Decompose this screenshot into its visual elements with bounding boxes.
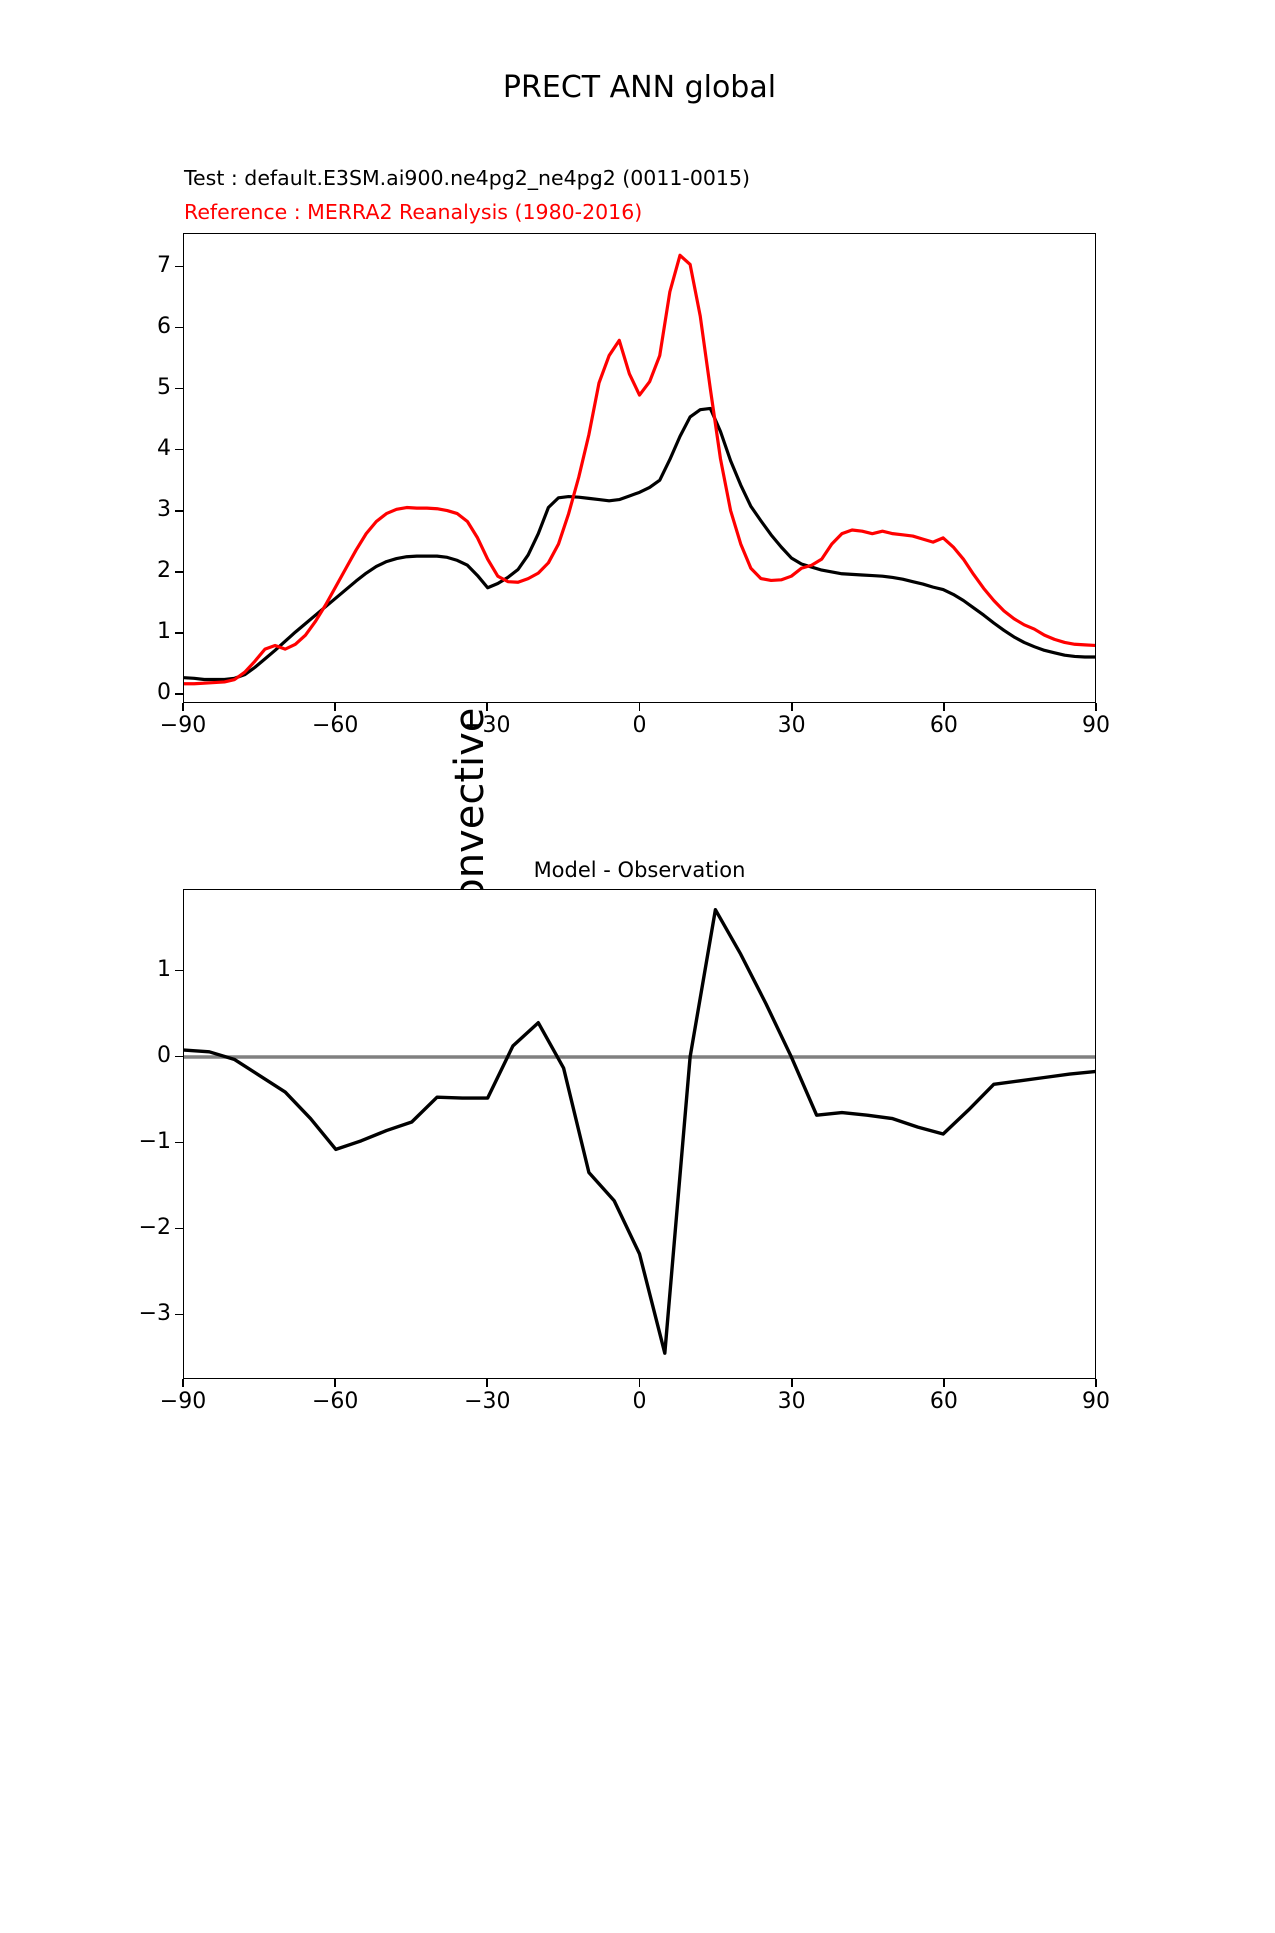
y-tick-label: −2 [138, 1214, 171, 1240]
legend-reference-label: Reference : MERRA2 Reanalysis (1980-2016… [184, 200, 643, 224]
x-tick-label: 30 [777, 1389, 806, 1414]
x-tick-mark [638, 1379, 641, 1387]
y-tick-label: 0 [157, 1042, 171, 1068]
series-line-0 [184, 406, 1095, 682]
bottom-plot-area [184, 890, 1095, 1378]
x-tick-mark [942, 703, 945, 711]
legend-test-label: Test : default.E3SM.ai900.ne4pg2_ne4pg2 … [184, 166, 751, 190]
x-tick-label: −30 [464, 1389, 511, 1414]
y-tick-mark [175, 387, 183, 390]
y-tick-label: 4 [157, 435, 171, 461]
x-tick-label: −30 [464, 713, 511, 738]
x-tick-mark [1095, 703, 1097, 711]
x-tick-label: −90 [159, 713, 207, 738]
x-tick-mark [790, 703, 793, 711]
y-tick-mark [175, 265, 183, 268]
y-tick-label: 0 [157, 679, 171, 705]
y-tick-mark [175, 631, 183, 634]
y-tick-mark [175, 1313, 183, 1316]
x-tick-label: 30 [777, 713, 806, 738]
bottom-series-canvas [184, 907, 1095, 1355]
series-line-1 [184, 253, 1095, 686]
bottom-chart-axes [183, 889, 1096, 1379]
y-tick-mark [175, 326, 183, 329]
x-tick-mark [182, 703, 184, 711]
series-line-0 [184, 907, 1095, 1355]
x-tick-mark [334, 703, 337, 711]
y-tick-mark [175, 448, 183, 451]
y-tick-label: −1 [138, 1128, 171, 1154]
x-tick-mark [486, 1379, 489, 1387]
y-tick-mark [175, 692, 183, 695]
y-tick-label: 1 [157, 956, 171, 982]
y-tick-label: 2 [157, 557, 171, 583]
top-plot-area [184, 234, 1095, 702]
x-tick-label: 0 [632, 713, 647, 738]
y-tick-label: 7 [157, 252, 171, 278]
x-tick-label: 0 [632, 1389, 647, 1414]
x-tick-label: 90 [1082, 713, 1110, 738]
figure-canvas: ecipitation rate (convective + large-sca… [138, 70, 1110, 1414]
x-tick-mark [334, 1379, 337, 1387]
x-tick-label: −60 [311, 1389, 359, 1414]
y-tick-mark [175, 969, 183, 972]
y-tick-label: 1 [157, 618, 171, 644]
main-title-text: PRECT ANN global [502, 70, 777, 105]
x-tick-mark [182, 1379, 184, 1387]
x-tick-mark [638, 703, 641, 711]
x-tick-mark [942, 1379, 945, 1387]
x-tick-label: −90 [159, 1389, 207, 1414]
y-tick-mark [175, 570, 183, 573]
x-tick-label: 60 [929, 713, 958, 738]
x-tick-mark [1095, 1379, 1097, 1387]
top-series-canvas [184, 253, 1095, 686]
y-tick-mark [175, 509, 183, 512]
difference-panel-title: Model - Observation [533, 858, 746, 882]
x-tick-label: 60 [929, 1389, 958, 1414]
y-tick-label: 6 [157, 313, 171, 339]
y-tick-label: −3 [138, 1300, 171, 1326]
y-tick-label: 5 [157, 374, 171, 400]
x-tick-mark [486, 703, 489, 711]
x-tick-label: −60 [311, 713, 359, 738]
x-tick-label: 90 [1082, 1389, 1110, 1414]
y-tick-mark [175, 1055, 183, 1058]
y-tick-label: 3 [157, 496, 171, 522]
top-chart-axes [183, 233, 1096, 703]
y-tick-mark [175, 1227, 183, 1230]
y-tick-mark [175, 1141, 183, 1144]
x-tick-mark [790, 1379, 793, 1387]
